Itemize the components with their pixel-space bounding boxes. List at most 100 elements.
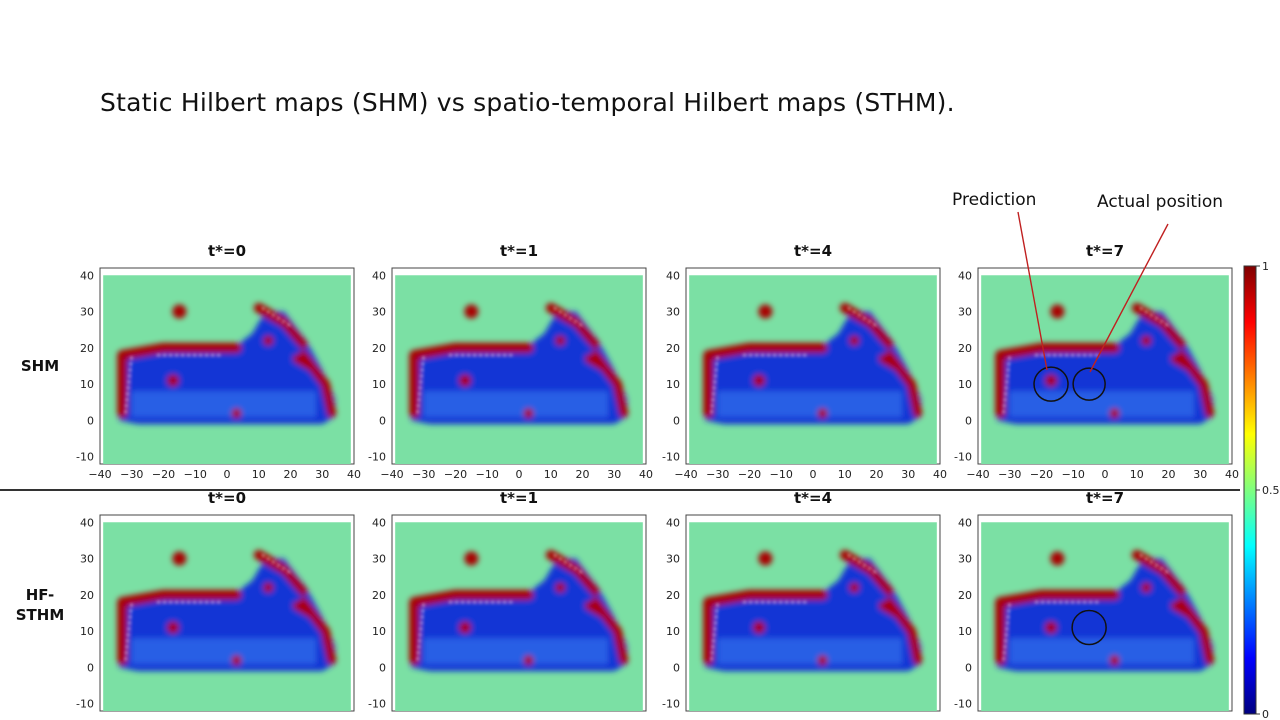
y-tick-label: 20: [666, 342, 680, 355]
panel-title: t*=0: [207, 242, 247, 260]
x-tick-label: 0: [810, 468, 817, 481]
prediction-circle: [1033, 366, 1069, 402]
x-tick-label: −10: [1062, 468, 1085, 481]
y-tick-label: 0: [379, 661, 386, 674]
y-tick-label: 10: [666, 625, 680, 638]
actual-position-annotation: Actual position: [1097, 192, 1223, 212]
x-tick-label: 20: [576, 468, 590, 481]
heatmap-panel: -10 0 10 20 30 40 −40 −30 −20 −10 0 10 20 30 40: [76, 267, 361, 481]
y-tick-label: 20: [372, 342, 386, 355]
y-tick-label: 30: [372, 553, 386, 566]
row-label-shm: SHM: [20, 357, 60, 375]
y-tick-label: 40: [80, 269, 94, 282]
x-tick-label: −40: [674, 468, 697, 481]
heatmap-panel: -10 0 10 20 30 40 −40 −30 −20 −10 0 10 20 30 40: [954, 267, 1239, 481]
prediction-annotation: Prediction: [952, 190, 1037, 210]
actual-position-circle: [1072, 367, 1106, 401]
colorbar-tick-label: 1: [1262, 260, 1269, 273]
prediction-pointer: [1017, 211, 1048, 371]
x-tick-label: 40: [347, 468, 361, 481]
heatmap-panel: -10 0 10 20 30 40: [954, 514, 1233, 712]
x-tick-label: −10: [770, 468, 793, 481]
heatmap-panel: -10 0 10 20 30 40: [368, 514, 647, 712]
x-tick-label: 30: [1193, 468, 1207, 481]
row-label-hf-sthm: HF- STHM: [15, 586, 65, 624]
x-tick-label: 30: [901, 468, 915, 481]
x-tick-label: −20: [738, 468, 761, 481]
y-tick-label: -10: [368, 698, 386, 711]
y-tick-label: -10: [662, 451, 680, 464]
x-tick-label: 40: [933, 468, 947, 481]
y-tick-label: 40: [372, 269, 386, 282]
y-tick-label: -10: [662, 698, 680, 711]
y-tick-label: 40: [666, 269, 680, 282]
x-tick-label: 20: [1162, 468, 1176, 481]
colorbar-tick-label: 0: [1262, 708, 1269, 720]
heatmap-panel: -10 0 10 20 30 40: [662, 514, 941, 712]
y-tick-label: 0: [87, 414, 94, 427]
actual-pointer: [1089, 223, 1169, 373]
x-tick-label: −40: [966, 468, 989, 481]
y-tick-label: 20: [958, 589, 972, 602]
x-tick-label: −40: [88, 468, 111, 481]
x-tick-label: 40: [639, 468, 653, 481]
x-tick-label: 20: [870, 468, 884, 481]
panel-title: t*=1: [499, 489, 539, 507]
panel-title: t*=7: [1085, 242, 1125, 260]
heatmap-panel: -10 0 10 20 30 40 −40 −30 −20 −10 0 10 20 30 40: [662, 267, 947, 481]
y-tick-label: 20: [666, 589, 680, 602]
y-tick-label: -10: [954, 451, 972, 464]
y-tick-label: 10: [80, 378, 94, 391]
y-tick-label: 30: [80, 553, 94, 566]
x-tick-label: 30: [607, 468, 621, 481]
y-tick-label: 0: [673, 661, 680, 674]
y-tick-label: -10: [368, 451, 386, 464]
panel-title: t*=7: [1085, 489, 1125, 507]
y-tick-label: -10: [954, 698, 972, 711]
y-tick-label: 10: [958, 378, 972, 391]
map-shapes: [703, 549, 923, 672]
y-tick-label: 10: [372, 378, 386, 391]
map-shapes: [995, 302, 1215, 425]
slide-title: Static Hilbert maps (SHM) vs spatio-temp…: [100, 88, 955, 117]
y-tick-label: 0: [87, 661, 94, 674]
x-tick-label: 0: [516, 468, 523, 481]
y-tick-label: 20: [80, 342, 94, 355]
x-tick-label: 10: [544, 468, 558, 481]
y-tick-label: 40: [958, 269, 972, 282]
x-tick-label: −20: [152, 468, 175, 481]
colorbar-gradient: [1243, 265, 1257, 715]
x-tick-label: −30: [998, 468, 1021, 481]
y-tick-label: -10: [76, 451, 94, 464]
y-tick-label: 30: [958, 553, 972, 566]
y-tick-label: 10: [666, 378, 680, 391]
panel-title: t*=4: [793, 242, 833, 260]
panel-title: t*=4: [793, 489, 833, 507]
x-tick-label: 30: [315, 468, 329, 481]
map-shapes: [703, 302, 923, 425]
y-tick-label: 30: [958, 306, 972, 319]
x-tick-label: 10: [838, 468, 852, 481]
y-tick-label: 20: [372, 589, 386, 602]
x-tick-label: −20: [1030, 468, 1053, 481]
x-tick-label: 40: [1225, 468, 1239, 481]
x-tick-label: −20: [444, 468, 467, 481]
y-tick-label: 40: [666, 516, 680, 529]
y-tick-label: 40: [958, 516, 972, 529]
y-tick-label: 0: [965, 414, 972, 427]
y-tick-label: 40: [80, 516, 94, 529]
x-tick-label: −30: [412, 468, 435, 481]
y-tick-label: 30: [80, 306, 94, 319]
prediction-circle: [1071, 609, 1107, 646]
y-tick-label: 40: [372, 516, 386, 529]
x-tick-label: −40: [380, 468, 403, 481]
y-tick-label: 0: [379, 414, 386, 427]
colorbar: 00.51: [1243, 260, 1280, 720]
y-tick-label: 10: [958, 625, 972, 638]
y-tick-label: 20: [958, 342, 972, 355]
x-tick-label: −30: [120, 468, 143, 481]
y-tick-label: 10: [80, 625, 94, 638]
y-tick-label: 30: [372, 306, 386, 319]
y-tick-label: 20: [80, 589, 94, 602]
